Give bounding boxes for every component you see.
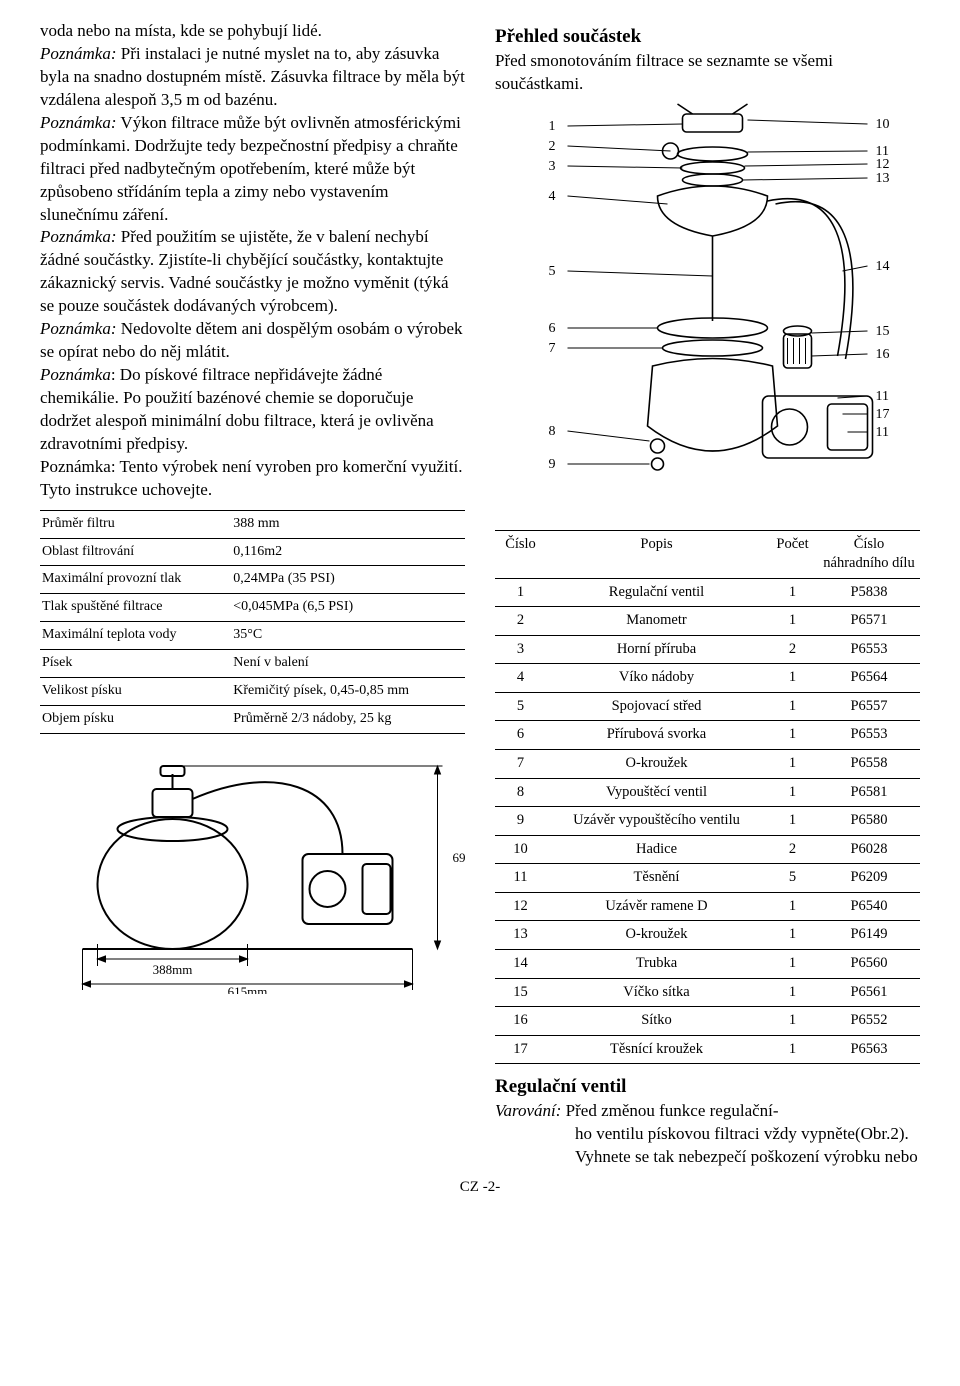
svg-text:1: 1 (549, 119, 556, 134)
spec-row: Objem pískuPrůměrně 2/3 nádoby, 25 kg (40, 705, 465, 733)
dim-388: 388mm (153, 962, 193, 977)
parts-row: 15Víčko sítka1P6561 (495, 978, 920, 1007)
svg-text:17: 17 (876, 407, 890, 422)
spec-row: Maximální provozní tlak0,24MPa (35 PSI) (40, 566, 465, 594)
parts-row: 13O-kroužek1P6149 (495, 921, 920, 950)
parts-row: 14Trubka1P6560 (495, 949, 920, 978)
parts-row: 1Regulační ventil1P5838 (495, 578, 920, 607)
note6: Poznámka: Tento výrobek není vyroben pro… (40, 457, 462, 476)
svg-text:2: 2 (549, 139, 556, 154)
parts-row: 17Těsnící kroužek1P6563 (495, 1035, 920, 1064)
parts-row: 11Těsnění5P6209 (495, 864, 920, 893)
parts-th-popis: Popis (546, 530, 767, 578)
svg-text:7: 7 (549, 341, 556, 356)
svg-text:16: 16 (876, 347, 890, 362)
parts-row: 4Víko nádoby1P6564 (495, 664, 920, 693)
exploded-diagram: 12345678910111213141516111711 (495, 96, 920, 516)
left-body-text: voda nebo na místa, kde se pohybují lidé… (40, 20, 465, 502)
svg-text:6: 6 (549, 321, 556, 336)
svg-text:5: 5 (549, 264, 556, 279)
spec-row: PísekNení v balení (40, 650, 465, 678)
para1: voda nebo na místa, kde se pohybují lidé… (40, 21, 322, 40)
note4-label: Poznámka: (40, 319, 116, 338)
parts-row: 8Vypouštěcí ventil1P6581 (495, 778, 920, 807)
svg-text:9: 9 (549, 457, 556, 472)
warning-para: Varování: Před změnou funkce regulační- (495, 1100, 920, 1123)
spec-row: Průměr filtru388 mm (40, 510, 465, 538)
page-footer: CZ -2- (40, 1177, 920, 1197)
note1-label: Poznámka: (40, 44, 116, 63)
svg-text:12: 12 (876, 157, 890, 172)
parts-intro: Před smonotováním filtrace se seznamte s… (495, 50, 920, 96)
spec-row: Velikost pískuKřemičitý písek, 0,45-0,85… (40, 678, 465, 706)
parts-th-cislo: Číslo (495, 530, 546, 578)
note2-label: Poznámka: (40, 113, 116, 132)
parts-th-pocet: Počet (767, 530, 818, 578)
note5-label: Poznámka (40, 365, 111, 384)
note3-label: Poznámka: (40, 227, 116, 246)
parts-table: Číslo Popis Počet Číslo náhradního dílu … (495, 530, 920, 1065)
parts-row: 7O-kroužek1P6558 (495, 750, 920, 779)
svg-text:4: 4 (549, 189, 556, 204)
parts-row: 2Manometr1P6571 (495, 607, 920, 636)
svg-text:11: 11 (876, 425, 889, 440)
svg-text:10: 10 (876, 117, 890, 132)
spec-table: Průměr filtru388 mmOblast filtrování0,11… (40, 510, 465, 734)
warn-label: Varování: (495, 1101, 561, 1120)
keep-instructions: Tyto instrukce uchovejte. (40, 480, 212, 499)
heading-valve: Regulační ventil (495, 1074, 920, 1100)
svg-text:13: 13 (876, 171, 890, 186)
dim-691: 691mm (453, 850, 466, 865)
dimension-diagram: 388mm 615mm 691mm (40, 744, 465, 994)
spec-row: Tlak spuštěné filtrace<0,045MPa (6,5 PSI… (40, 594, 465, 622)
dim-615: 615mm (228, 984, 268, 994)
parts-row: 12Uzávěr ramene D1P6540 (495, 892, 920, 921)
svg-text:11: 11 (876, 389, 889, 404)
parts-th-dil: Číslo náhradního dílu (818, 530, 920, 578)
svg-text:15: 15 (876, 324, 890, 339)
svg-text:3: 3 (549, 159, 556, 174)
spec-row: Maximální teplota vody35°C (40, 622, 465, 650)
parts-row: 3Horní příruba2P6553 (495, 635, 920, 664)
parts-row: 9Uzávěr vypouštěcího ventilu1P6580 (495, 807, 920, 836)
parts-row: 5Spojovací střed1P6557 (495, 692, 920, 721)
warn-text1: Před změnou funkce regulační- (561, 1101, 778, 1120)
parts-row: 6Přírubová svorka1P6553 (495, 721, 920, 750)
svg-text:14: 14 (876, 259, 890, 274)
parts-row: 16Sítko1P6552 (495, 1007, 920, 1036)
svg-text:8: 8 (549, 424, 556, 439)
heading-parts-overview: Přehled součástek (495, 24, 920, 50)
warn-text2: ho ventilu pískovou filtraci vždy vypnět… (575, 1123, 920, 1169)
parts-row: 10Hadice2P6028 (495, 835, 920, 864)
spec-row: Oblast filtrování0,116m2 (40, 538, 465, 566)
